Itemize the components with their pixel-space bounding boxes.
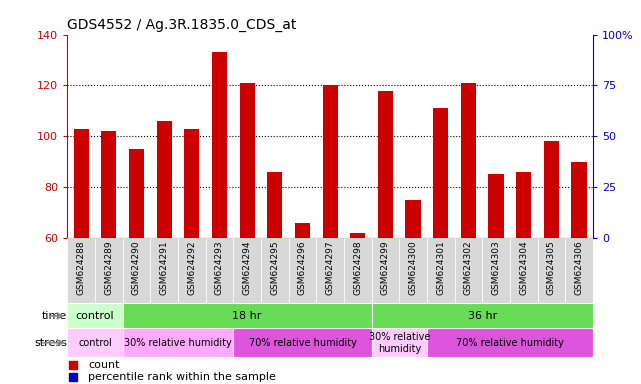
Point [325,3,335,9]
Text: GSM624303: GSM624303 [492,240,501,295]
FancyBboxPatch shape [316,238,344,303]
FancyBboxPatch shape [538,238,565,303]
Text: GSM624293: GSM624293 [215,240,224,295]
FancyBboxPatch shape [427,328,593,357]
FancyBboxPatch shape [510,238,538,303]
Bar [488,174,504,238]
Point [104,11,114,17]
FancyBboxPatch shape [482,238,510,303]
Point [574,15,584,22]
FancyBboxPatch shape [95,238,122,303]
Text: 30% relative humidity: 30% relative humidity [124,338,232,348]
FancyBboxPatch shape [372,328,427,357]
Bar [461,83,476,238]
Point [297,23,308,30]
Point [214,3,224,9]
Text: GSM624290: GSM624290 [132,240,141,295]
FancyBboxPatch shape [178,238,206,303]
Bar [74,129,88,238]
Point [67,374,78,380]
Point [270,17,280,23]
FancyBboxPatch shape [233,238,261,303]
Text: GSM624300: GSM624300 [408,240,417,295]
Text: stress: stress [35,338,67,348]
FancyBboxPatch shape [122,238,150,303]
Point [159,7,169,13]
Text: GSM624289: GSM624289 [104,240,113,295]
Text: GSM624291: GSM624291 [160,240,169,295]
Text: GSM624295: GSM624295 [271,240,279,295]
Text: GSM624302: GSM624302 [464,240,473,295]
Point [242,9,253,15]
Point [131,13,142,19]
Bar [295,223,310,238]
Point [546,11,556,17]
FancyBboxPatch shape [150,238,178,303]
Text: GSM624301: GSM624301 [437,240,445,295]
FancyBboxPatch shape [261,238,288,303]
Bar [378,91,393,238]
FancyBboxPatch shape [372,238,399,303]
Text: time: time [42,311,67,321]
Point [519,15,529,22]
Text: 70% relative humidity: 70% relative humidity [456,338,564,348]
Text: 70% relative humidity: 70% relative humidity [249,338,356,348]
FancyBboxPatch shape [372,303,593,328]
Text: 36 hr: 36 hr [468,311,497,321]
Text: GSM624296: GSM624296 [298,240,307,295]
Text: 30% relative
humidity: 30% relative humidity [369,332,430,354]
FancyBboxPatch shape [122,328,233,357]
Text: GSM624298: GSM624298 [353,240,362,295]
Text: GSM624304: GSM624304 [519,240,528,295]
Bar [433,108,449,238]
Bar [129,149,144,238]
Text: GSM624294: GSM624294 [243,240,252,295]
FancyBboxPatch shape [454,238,482,303]
Bar [184,129,199,238]
Text: GSM624306: GSM624306 [574,240,583,295]
Text: GDS4552 / Ag.3R.1835.0_CDS_at: GDS4552 / Ag.3R.1835.0_CDS_at [67,18,297,32]
Point [491,15,501,22]
FancyBboxPatch shape [233,328,372,357]
Bar [350,233,365,238]
Text: 18 hr: 18 hr [233,311,262,321]
Text: GSM624299: GSM624299 [381,240,390,295]
Text: percentile rank within the sample: percentile rank within the sample [88,372,276,382]
FancyBboxPatch shape [206,238,233,303]
Bar [267,172,283,238]
Text: GSM624292: GSM624292 [187,240,196,295]
Point [67,362,78,368]
Point [187,11,197,17]
Bar [516,172,531,238]
Text: count: count [88,360,120,370]
FancyBboxPatch shape [399,238,427,303]
Text: control: control [78,338,112,348]
Point [408,22,418,28]
Bar [101,131,117,238]
Point [76,11,87,17]
Bar [240,83,254,238]
Point [380,5,390,11]
Bar [572,162,587,238]
Text: GSM624288: GSM624288 [77,240,86,295]
FancyBboxPatch shape [344,238,372,303]
Text: GSM624305: GSM624305 [547,240,556,295]
Bar [544,141,559,238]
Point [436,7,446,13]
FancyBboxPatch shape [67,303,122,328]
Text: GSM624297: GSM624297 [326,240,335,295]
FancyBboxPatch shape [565,238,593,303]
Point [463,3,474,9]
Bar [212,52,227,238]
Bar [156,121,172,238]
Bar [322,86,338,238]
Text: control: control [76,311,114,321]
FancyBboxPatch shape [288,238,316,303]
FancyBboxPatch shape [67,238,95,303]
Point [353,25,363,31]
FancyBboxPatch shape [122,303,372,328]
Bar [406,200,420,238]
FancyBboxPatch shape [427,238,454,303]
FancyBboxPatch shape [67,328,122,357]
